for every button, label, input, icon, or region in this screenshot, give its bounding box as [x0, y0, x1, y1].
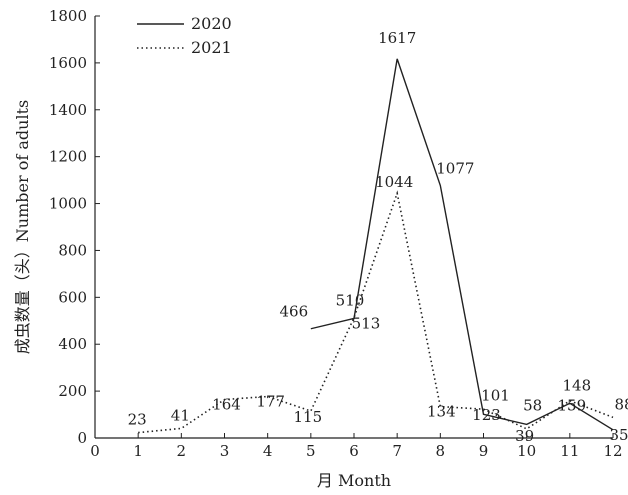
data-label-2020: 35: [609, 426, 628, 444]
y-tick-label: 400: [58, 335, 87, 353]
y-tick-label: 800: [58, 241, 87, 259]
data-labels: 466 510 1617 1077 101 58 148 35 23 41 164 177 115 513…: [128, 29, 628, 445]
y-axis-title: 成虫数量（头）Number of adults: [13, 100, 32, 354]
data-label-2020: 58: [523, 396, 542, 414]
y-tick-label: 0: [77, 429, 87, 447]
data-label-2020: 510: [336, 291, 365, 309]
y-tick-label: 200: [58, 382, 87, 400]
axes: [94, 16, 613, 439]
data-label-2021: 115: [294, 408, 323, 426]
x-tick-label: 12: [603, 442, 622, 460]
data-label-2021: 123: [472, 406, 501, 424]
y-tick-label: 1400: [49, 101, 87, 119]
x-tick-label: 1: [133, 442, 143, 460]
x-tick-label: 6: [349, 442, 359, 460]
legend: 2020 2021: [137, 14, 232, 57]
y-tick-label: 1000: [49, 195, 87, 213]
data-label-2021: 134: [427, 403, 456, 421]
data-label-2021: 23: [128, 411, 147, 429]
y-ticks: 0 200 400 600 800 1000 1200 1400 1600 1800: [49, 7, 100, 447]
x-tick-label: 8: [436, 442, 446, 460]
series-layer: [138, 58, 614, 434]
data-label-2020: 466: [280, 303, 309, 321]
y-tick-label: 600: [58, 288, 87, 306]
series-line-2021: [138, 190, 614, 434]
legend-label-2020: 2020: [191, 14, 232, 33]
series-line-2020: [310, 58, 614, 431]
x-tick-label: 2: [177, 442, 187, 460]
data-label-2021: 164: [212, 396, 241, 414]
legend-label-2021: 2021: [191, 38, 232, 57]
data-label-2021: 159: [558, 397, 587, 415]
data-label-2021: 1044: [375, 173, 413, 191]
x-tick-label: 10: [517, 442, 536, 460]
x-tick-label: 5: [306, 442, 316, 460]
x-tick-label: 7: [392, 442, 402, 460]
y-tick-label: 1200: [49, 148, 87, 166]
x-tick-label: 4: [263, 442, 273, 460]
x-tick-label: 11: [560, 442, 579, 460]
x-axis-title: 月 Month: [317, 471, 391, 490]
data-label-2020: 148: [563, 376, 592, 394]
data-label-2021: 41: [171, 406, 190, 424]
data-label-2021: 39: [515, 427, 534, 445]
y-tick-label: 1800: [49, 7, 87, 25]
x-tick-label: 3: [220, 442, 230, 460]
data-label-2020: 101: [481, 386, 510, 404]
data-label-2021: 177: [256, 393, 285, 411]
data-label-2020: 1617: [378, 29, 416, 47]
x-ticks: 0 1 2 3 4 5 6 7 8 9 10 11 12: [90, 433, 623, 460]
x-tick-label: 9: [479, 442, 489, 460]
data-label-2021: 88: [614, 395, 628, 413]
x-tick-label: 0: [90, 442, 100, 460]
data-label-2021: 513: [352, 315, 381, 333]
y-tick-label: 1600: [49, 54, 87, 72]
data-label-2020: 1077: [436, 160, 474, 178]
